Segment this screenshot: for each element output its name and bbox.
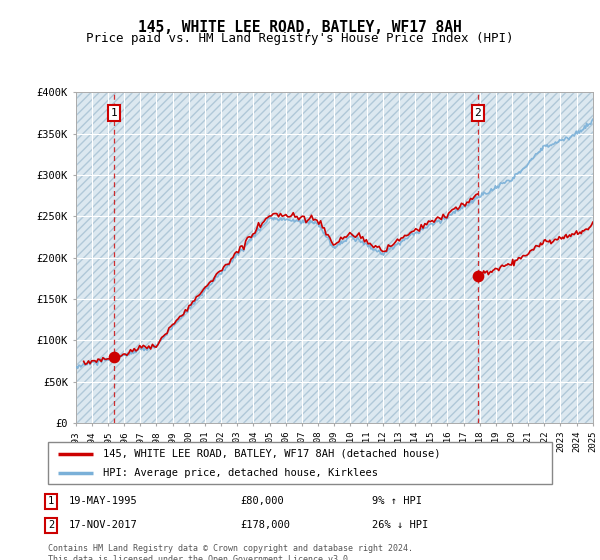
Text: 2: 2 bbox=[475, 108, 481, 118]
Text: 17-NOV-2017: 17-NOV-2017 bbox=[69, 520, 138, 530]
FancyBboxPatch shape bbox=[48, 442, 552, 484]
Text: £178,000: £178,000 bbox=[240, 520, 290, 530]
Text: 1: 1 bbox=[48, 496, 54, 506]
Point bbox=[473, 271, 482, 280]
Text: 145, WHITE LEE ROAD, BATLEY, WF17 8AH: 145, WHITE LEE ROAD, BATLEY, WF17 8AH bbox=[138, 20, 462, 35]
Text: 145, WHITE LEE ROAD, BATLEY, WF17 8AH (detached house): 145, WHITE LEE ROAD, BATLEY, WF17 8AH (d… bbox=[103, 449, 441, 459]
Text: £80,000: £80,000 bbox=[240, 496, 284, 506]
Text: 19-MAY-1995: 19-MAY-1995 bbox=[69, 496, 138, 506]
Text: 2: 2 bbox=[48, 520, 54, 530]
Text: 1: 1 bbox=[110, 108, 118, 118]
Text: Contains HM Land Registry data © Crown copyright and database right 2024.
This d: Contains HM Land Registry data © Crown c… bbox=[48, 544, 413, 560]
Text: 26% ↓ HPI: 26% ↓ HPI bbox=[372, 520, 428, 530]
Text: HPI: Average price, detached house, Kirklees: HPI: Average price, detached house, Kirk… bbox=[103, 468, 379, 478]
Text: 9% ↑ HPI: 9% ↑ HPI bbox=[372, 496, 422, 506]
Point bbox=[109, 352, 119, 361]
Text: Price paid vs. HM Land Registry's House Price Index (HPI): Price paid vs. HM Land Registry's House … bbox=[86, 32, 514, 45]
